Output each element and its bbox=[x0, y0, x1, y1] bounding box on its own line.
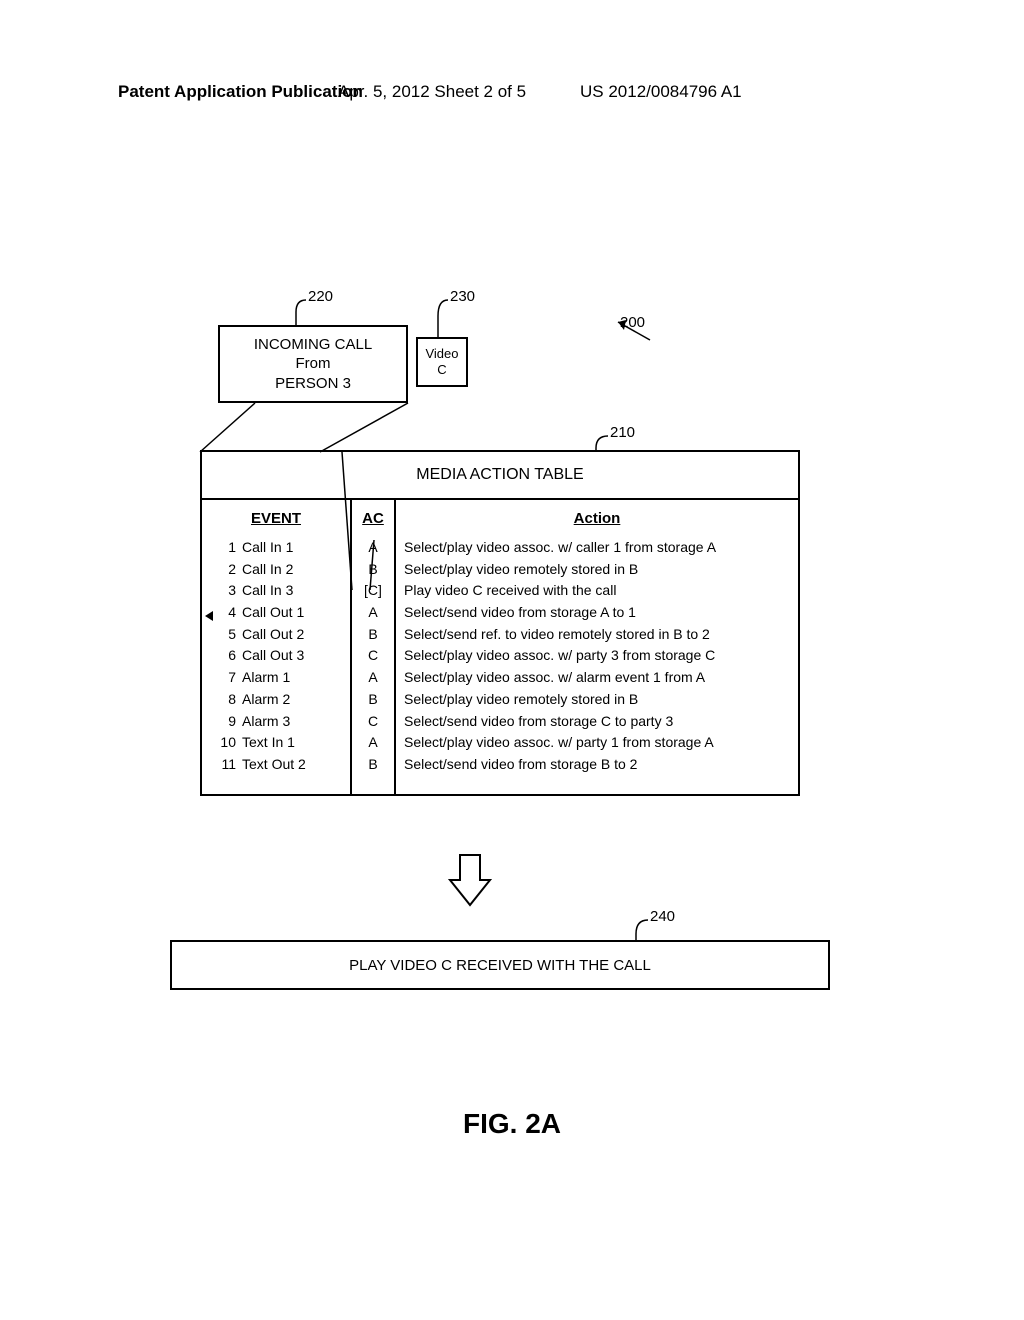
ref-240: 240 bbox=[650, 908, 675, 925]
col-action: Action Select/play video assoc. w/ calle… bbox=[396, 500, 798, 794]
ac-rows: AB[C]ABCABCAB bbox=[360, 537, 386, 776]
table-row: B bbox=[360, 559, 386, 581]
table-row: 4Call Out 1 bbox=[210, 602, 342, 624]
down-arrow-icon bbox=[445, 850, 495, 915]
col-event: EVENT 1Call In 12Call In 23Call In 34Cal… bbox=[202, 500, 352, 794]
result-box: PLAY VIDEO C RECEIVED WITH THE CALL bbox=[170, 940, 830, 990]
table-row: Select/play video remotely stored in B bbox=[404, 689, 790, 711]
table-row: A bbox=[360, 602, 386, 624]
event-rows: 1Call In 12Call In 23Call In 34Call Out … bbox=[210, 537, 342, 776]
result-text: PLAY VIDEO C RECEIVED WITH THE CALL bbox=[349, 957, 651, 974]
table-row: Select/send video from storage C to part… bbox=[404, 711, 790, 733]
table-row: 6Call Out 3 bbox=[210, 645, 342, 667]
table-row: Select/play video assoc. w/ party 3 from… bbox=[404, 645, 790, 667]
ref-210: 210 bbox=[610, 424, 635, 441]
table-row: C bbox=[360, 711, 386, 733]
col-ac: AC AB[C]ABCABCAB bbox=[352, 500, 396, 794]
header-right: US 2012/0084796 A1 bbox=[580, 82, 742, 102]
table-row: Select/send ref. to video remotely store… bbox=[404, 624, 790, 646]
table-row: Select/play video assoc. w/ caller 1 fro… bbox=[404, 537, 790, 559]
table-row: Select/send video from storage A to 1 bbox=[404, 602, 790, 624]
table-row: Select/play video assoc. w/ alarm event … bbox=[404, 667, 790, 689]
table-row: 8Alarm 2 bbox=[210, 689, 342, 711]
table-row: 5Call Out 2 bbox=[210, 624, 342, 646]
video-box-line2: C bbox=[418, 362, 466, 378]
table-row: B bbox=[360, 754, 386, 776]
table-row: Select/send video from storage B to 2 bbox=[404, 754, 790, 776]
table-row: 9Alarm 3 bbox=[210, 711, 342, 733]
ref-230: 230 bbox=[450, 288, 475, 305]
video-c-box: Video C bbox=[416, 337, 468, 387]
table-row: [C] bbox=[360, 580, 386, 602]
table-row: 7Alarm 1 bbox=[210, 667, 342, 689]
table-row: 1Call In 1 bbox=[210, 537, 342, 559]
video-box-line1: Video bbox=[418, 346, 466, 362]
action-rows: Select/play video assoc. w/ caller 1 fro… bbox=[404, 537, 790, 776]
header-mid: Apr. 5, 2012 Sheet 2 of 5 bbox=[338, 82, 526, 102]
table-body: EVENT 1Call In 12Call In 23Call In 34Cal… bbox=[202, 500, 798, 794]
table-row: Select/play video assoc. w/ party 1 from… bbox=[404, 732, 790, 754]
media-action-table: MEDIA ACTION TABLE EVENT 1Call In 12Call… bbox=[200, 450, 800, 796]
table-row: 11Text Out 2 bbox=[210, 754, 342, 776]
incoming-call-line3: PERSON 3 bbox=[220, 374, 406, 394]
col-ac-head: AC bbox=[360, 510, 386, 527]
figure-label: FIG. 2A bbox=[463, 1108, 561, 1140]
col-action-head: Action bbox=[404, 510, 790, 527]
table-row: 2Call In 2 bbox=[210, 559, 342, 581]
header-left: Patent Application Publication bbox=[118, 82, 363, 102]
table-row: Play video C received with the call bbox=[404, 580, 790, 602]
table-row: 3Call In 3 bbox=[210, 580, 342, 602]
table-row: Select/play video remotely stored in B bbox=[404, 559, 790, 581]
table-row: C bbox=[360, 645, 386, 667]
table-row: A bbox=[360, 537, 386, 559]
incoming-call-box: INCOMING CALL From PERSON 3 bbox=[218, 325, 408, 403]
incoming-call-line1: INCOMING CALL bbox=[220, 335, 406, 355]
incoming-call-line2: From bbox=[220, 354, 406, 374]
table-row: A bbox=[360, 732, 386, 754]
table-row: 10Text In 1 bbox=[210, 732, 342, 754]
ref-200: 200 bbox=[620, 314, 645, 331]
table-title: MEDIA ACTION TABLE bbox=[202, 452, 798, 500]
table-row: B bbox=[360, 689, 386, 711]
table-row: A bbox=[360, 667, 386, 689]
col-event-head: EVENT bbox=[210, 510, 342, 527]
ref-220: 220 bbox=[308, 288, 333, 305]
table-row: B bbox=[360, 624, 386, 646]
